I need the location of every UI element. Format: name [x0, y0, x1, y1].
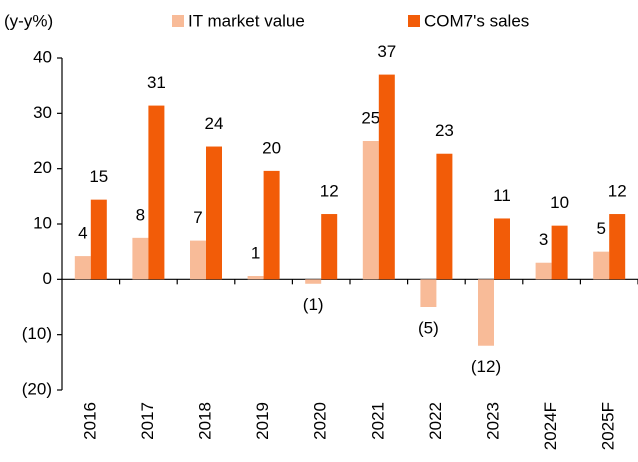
x-tick-label: 2024F [541, 402, 560, 450]
value-label: 5 [596, 219, 605, 238]
bar [90, 199, 107, 280]
legend-swatch [408, 15, 420, 27]
bar [535, 262, 552, 280]
bar [74, 256, 91, 280]
y-tick-label: 10 [33, 213, 52, 232]
y-tick-label: (20) [22, 379, 52, 398]
y-tick-label: (10) [22, 324, 52, 343]
value-label: 12 [608, 182, 627, 201]
value-label: (1) [303, 295, 324, 314]
bar [206, 146, 222, 280]
value-label: 10 [550, 193, 569, 212]
x-tick-label: 2021 [368, 402, 387, 440]
value-label: 8 [136, 205, 145, 224]
value-label: (12) [471, 357, 501, 376]
y-tick-label: 20 [33, 158, 52, 177]
x-tick-label: 2018 [195, 402, 214, 440]
value-label: 20 [262, 138, 281, 157]
bar [190, 240, 206, 280]
y-axis-label: (y-y%) [4, 11, 53, 30]
bar [362, 141, 379, 280]
bar [247, 276, 264, 280]
legend-label: IT market value [188, 11, 305, 30]
x-tick-label: 2019 [253, 402, 272, 440]
value-label: 7 [193, 208, 202, 227]
legend-swatch [172, 15, 184, 27]
x-tick-label: 2016 [80, 402, 99, 440]
value-label: 15 [89, 167, 108, 186]
bar [593, 251, 610, 280]
value-label: 11 [493, 186, 511, 205]
bar [494, 218, 510, 280]
bar [420, 279, 437, 307]
x-tick-label: 2023 [483, 402, 502, 440]
bar [609, 214, 626, 280]
value-label: 37 [377, 42, 396, 61]
value-label: 12 [320, 182, 339, 201]
bar [132, 237, 149, 280]
y-tick-label: 30 [33, 103, 52, 122]
bar [263, 170, 280, 280]
value-label: 23 [435, 121, 454, 140]
value-label: (5) [418, 318, 439, 337]
bar [551, 225, 568, 280]
value-label: 25 [361, 108, 380, 127]
value-label: 3 [539, 230, 548, 249]
bar [148, 105, 165, 280]
value-label: 4 [78, 224, 87, 243]
x-tick-label: 2017 [138, 402, 157, 440]
y-tick-label: 40 [33, 47, 52, 66]
value-label: 24 [205, 114, 224, 133]
bar [478, 279, 494, 346]
x-tick-label: 2025F [599, 402, 618, 450]
bar [436, 153, 453, 280]
value-label: 1 [251, 243, 260, 262]
y-tick-label: 0 [43, 269, 52, 288]
value-label: 31 [147, 73, 166, 92]
legend-label: COM7's sales [424, 11, 529, 30]
x-tick-label: 2022 [426, 402, 445, 440]
bar [378, 74, 395, 280]
bar [321, 214, 338, 280]
bar [305, 279, 322, 284]
x-tick-label: 2020 [311, 402, 330, 440]
